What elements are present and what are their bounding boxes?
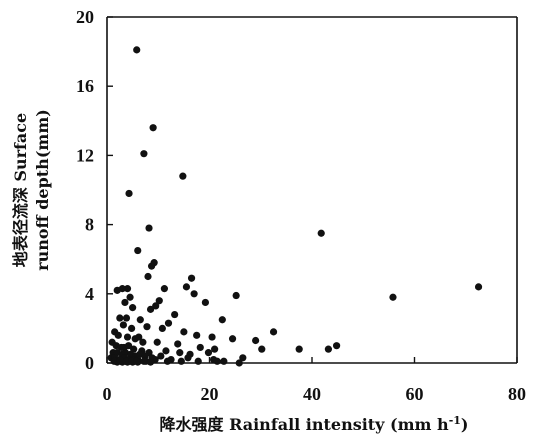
data-point (155, 297, 163, 305)
data-point (201, 298, 209, 307)
data-point (133, 46, 141, 54)
y-tick-label: 16 (76, 76, 94, 96)
y-tick-label: 4 (85, 284, 94, 304)
data-point (211, 345, 219, 353)
data-point (114, 331, 122, 339)
data-point (128, 324, 136, 332)
data-point (129, 304, 137, 312)
data-point (174, 340, 182, 348)
data-point (324, 345, 332, 353)
data-point (176, 349, 184, 357)
data-point (119, 321, 127, 329)
y-tick-label: 0 (85, 353, 94, 373)
data-point (182, 283, 191, 291)
data-point (157, 352, 165, 360)
data-point (196, 343, 204, 352)
x-tick-label: 20 (201, 384, 219, 404)
data-point (149, 124, 157, 132)
y-tick-label: 12 (76, 145, 94, 165)
data-point (130, 345, 138, 353)
data-point (152, 302, 160, 310)
data-point (125, 189, 133, 198)
data-point (220, 357, 228, 365)
data-point (389, 293, 397, 301)
x-tick-label: 40 (303, 384, 321, 404)
data-point (187, 274, 196, 282)
data-point (139, 338, 147, 346)
data-point (158, 324, 166, 332)
data-point (179, 172, 187, 180)
data-point (164, 319, 173, 327)
data-point (235, 359, 243, 367)
data-point (135, 333, 143, 341)
x-tick-label: 0 (103, 384, 112, 404)
y-axis-label: 地表径流深 Surface runoff depth(mm) (11, 109, 52, 271)
data-point (124, 342, 133, 350)
data-point (145, 224, 153, 232)
data-point (110, 357, 118, 365)
data-point (123, 333, 132, 341)
x-tick-label: 60 (406, 384, 424, 404)
data-point (128, 357, 136, 365)
y-tick-label: 20 (76, 7, 94, 27)
plot-axes (106, 16, 518, 364)
data-point (147, 262, 156, 270)
data-point (232, 291, 240, 300)
data-point (193, 331, 201, 339)
data-point (295, 345, 303, 353)
data-point (121, 298, 129, 307)
y-axis-label-line2: runoff depth(mm) (33, 109, 52, 271)
y-tick-label: 8 (85, 215, 94, 235)
data-point (252, 336, 260, 345)
data-point (180, 328, 188, 336)
x-axis-label: 降水强度 Rainfall intensity (mm h-1) (160, 414, 469, 434)
data-point (184, 354, 192, 362)
data-point (140, 150, 148, 158)
axis-ticks (106, 16, 518, 364)
data-point (160, 285, 168, 293)
y-axis-label-line1: 地表径流深 Surface (11, 113, 30, 267)
data-point (269, 328, 278, 336)
data-point (116, 356, 124, 365)
data-point (122, 357, 131, 365)
data-point (194, 357, 202, 365)
x-axis-label-end: ) (461, 415, 469, 434)
data-point (163, 357, 172, 365)
data-point (146, 358, 155, 366)
data-point (474, 283, 483, 291)
data-point (162, 347, 170, 355)
data-point (171, 310, 179, 319)
data-point (177, 357, 185, 365)
axis-tick-labels: 0 20 40 60 80 0 4 8 12 16 20 (76, 7, 526, 404)
data-point (122, 314, 131, 322)
data-point (126, 293, 134, 301)
data-point (123, 285, 132, 293)
data-point (190, 290, 198, 298)
data-point (204, 349, 213, 357)
data-point (116, 314, 124, 322)
data-point (228, 335, 237, 343)
data-point (333, 342, 341, 350)
data-point (239, 354, 247, 362)
data-point (317, 229, 325, 237)
data-point (140, 357, 148, 365)
data-point (136, 316, 144, 324)
data-point (134, 246, 142, 255)
data-point (144, 272, 152, 281)
data-points (107, 46, 483, 367)
data-point (118, 285, 126, 293)
data-point (258, 345, 266, 353)
data-point (133, 357, 141, 365)
data-point (213, 357, 221, 365)
x-tick-label: 80 (508, 384, 526, 404)
x-axis-label-superscript: -1 (449, 414, 461, 427)
data-point (208, 333, 216, 341)
data-point (143, 323, 151, 331)
data-point (218, 316, 226, 324)
data-point (153, 338, 161, 346)
data-point (146, 305, 155, 313)
